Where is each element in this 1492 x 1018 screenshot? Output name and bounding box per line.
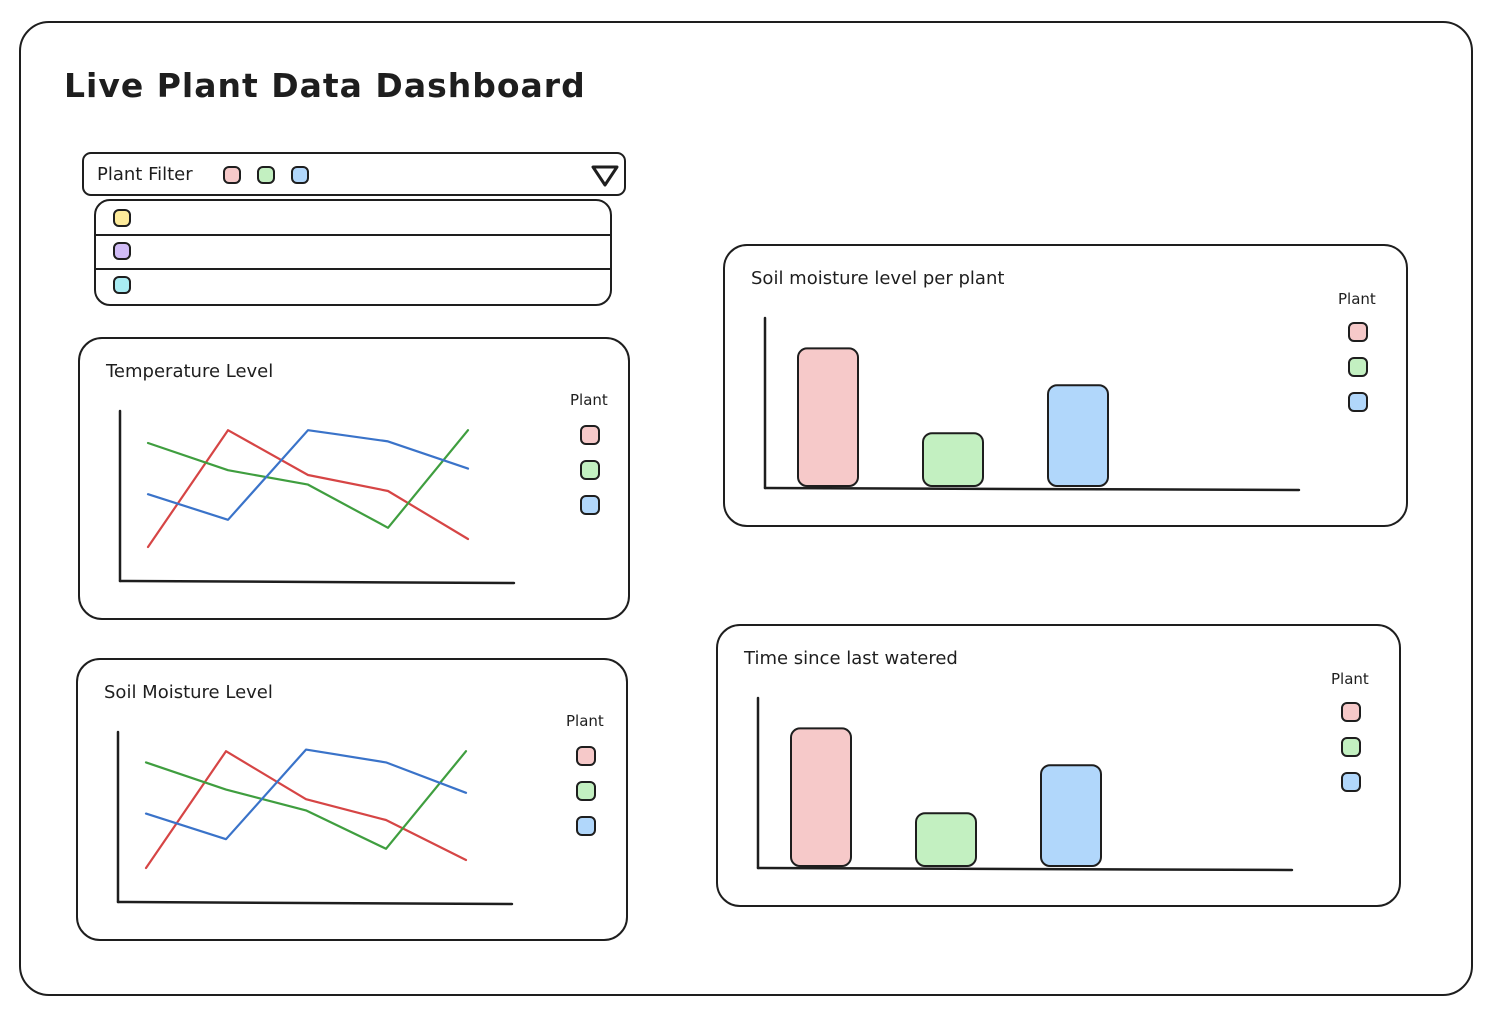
- temperature-card: Temperature Level Plant: [78, 337, 630, 620]
- x-axis: [116, 900, 514, 906]
- triangle-down-icon[interactable]: [590, 163, 620, 189]
- bar-green: [915, 812, 977, 867]
- filter-option-purple[interactable]: [96, 234, 610, 267]
- legend-swatch-green: [580, 460, 600, 480]
- plant-filter-dropdown[interactable]: Plant Filter: [82, 152, 626, 196]
- filter-option-cyan[interactable]: [96, 268, 610, 301]
- time-since-watered-card: Time since last watered Plant: [716, 624, 1401, 907]
- option-swatch: [113, 242, 131, 260]
- time-since-watered-bar-chart: [756, 696, 1294, 872]
- legend-title: Plant: [1331, 670, 1369, 688]
- series-line-green: [146, 429, 470, 529]
- option-swatch: [113, 209, 131, 227]
- bar-blue: [1040, 764, 1102, 867]
- x-axis: [118, 579, 516, 585]
- page-title: Live Plant Data Dashboard: [64, 66, 586, 105]
- chart-title: Time since last watered: [744, 648, 958, 669]
- soil-moisture-line-chart: [116, 730, 514, 906]
- legend-title: Plant: [566, 712, 604, 730]
- series-line-red: [146, 429, 470, 549]
- bar-blue: [1047, 384, 1109, 487]
- legend-swatch-green: [1341, 737, 1361, 757]
- series-line-red: [144, 750, 468, 870]
- x-axis: [756, 866, 1294, 872]
- plant-filter-options: [94, 199, 612, 306]
- legend-swatch-blue: [576, 816, 596, 836]
- legend-swatch-green: [576, 781, 596, 801]
- x-axis: [763, 486, 1301, 492]
- chart-title: Temperature Level: [106, 361, 274, 382]
- legend-swatch-blue: [1341, 772, 1361, 792]
- soil-moisture-per-plant-card: Soil moisture level per plant Plant: [723, 244, 1408, 527]
- series-line-blue: [146, 429, 470, 521]
- chart-title: Soil moisture level per plant: [751, 268, 1005, 289]
- legend-swatch-red: [576, 746, 596, 766]
- filter-option-yellow[interactable]: [96, 201, 610, 234]
- plant-filter-label: Plant Filter: [97, 164, 193, 185]
- legend-swatch-red: [1348, 322, 1368, 342]
- legend-swatch-blue: [580, 495, 600, 515]
- legend-swatch-green: [1348, 357, 1368, 377]
- filter-chip-green[interactable]: [257, 166, 275, 184]
- series-line-blue: [144, 748, 468, 841]
- legend-swatch-red: [1341, 702, 1361, 722]
- bar-red: [797, 347, 859, 488]
- bar-red: [790, 727, 852, 868]
- legend-swatch-red: [580, 425, 600, 445]
- bar-green: [922, 432, 984, 487]
- option-swatch: [113, 276, 131, 294]
- filter-chip-blue[interactable]: [291, 166, 309, 184]
- series-line-green: [144, 750, 468, 850]
- legend-swatch-blue: [1348, 392, 1368, 412]
- filter-chip-red[interactable]: [223, 166, 241, 184]
- soil-moisture-bar-chart: [763, 316, 1301, 492]
- soil-moisture-card: Soil Moisture Level Plant: [76, 658, 628, 941]
- legend-title: Plant: [1338, 290, 1376, 308]
- dashboard-frame: [19, 21, 1473, 996]
- temperature-line-chart: [118, 409, 516, 585]
- chart-title: Soil Moisture Level: [104, 682, 273, 703]
- legend-title: Plant: [570, 391, 608, 409]
